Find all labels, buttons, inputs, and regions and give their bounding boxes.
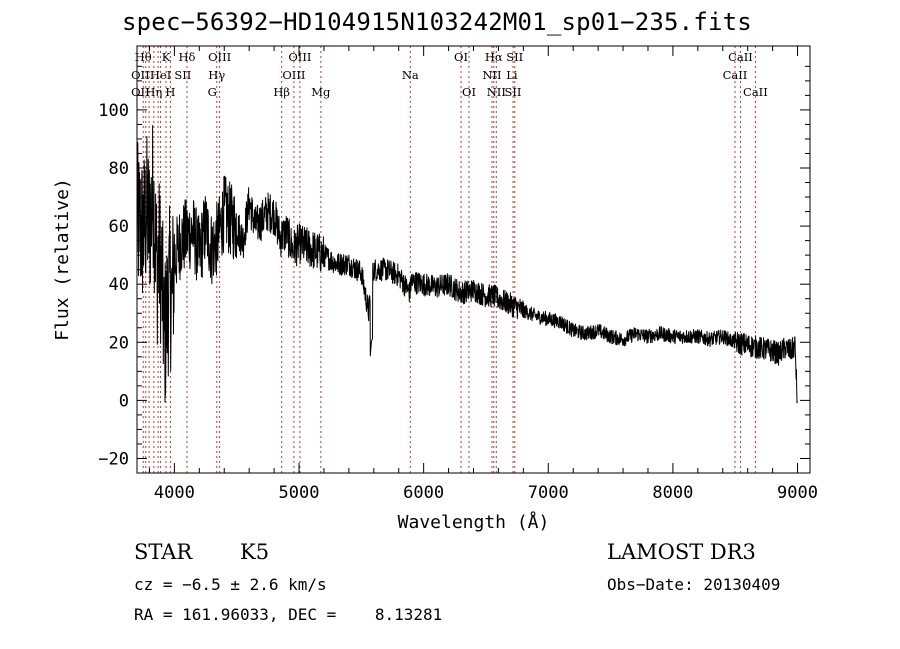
x-tick-label: 5000 — [279, 483, 320, 503]
ion-label: Hγ — [208, 68, 225, 82]
ion-label: Hβ — [273, 85, 290, 99]
y-axis-label: Flux (relative) — [52, 178, 73, 341]
ion-label: K — [162, 50, 171, 64]
ion-label: Hδ — [178, 50, 195, 64]
ion-label: OI — [462, 85, 476, 99]
ion-label: H — [165, 85, 175, 99]
y-tick-label: −20 — [98, 449, 129, 469]
ion-label: Hθ — [135, 50, 152, 64]
ion-label: Mg — [311, 85, 331, 99]
plot-frame — [136, 45, 811, 474]
chart-title: spec−56392−HD104915N103242M01_sp01−235.f… — [122, 8, 752, 36]
ion-label: CaII — [728, 50, 753, 64]
x-tick-label: 9000 — [777, 483, 818, 503]
x-tick-label: 6000 — [403, 483, 444, 503]
coordinates: RA = 161.96033, DEC = 8.13281 — [134, 605, 443, 624]
redshift-value: cz = −6.5 ± 2.6 km/s — [134, 575, 327, 594]
y-tick-label: 40 — [109, 275, 129, 295]
x-axis-label: Wavelength (Å) — [398, 511, 550, 533]
observation-date: Obs−Date: 20130409 — [607, 575, 781, 594]
ion-label: HeI — [150, 68, 171, 82]
y-tick-label: 60 — [109, 217, 129, 237]
ion-label: OI — [454, 50, 468, 64]
ion-label: NII — [482, 68, 501, 82]
ion-label: OII — [131, 68, 150, 82]
ion-label: CaII — [743, 85, 768, 99]
x-axis: 4000 5000 6000 7000 8000 9000 — [148, 46, 818, 503]
ion-label: Na — [402, 68, 419, 82]
survey-name: LAMOST DR3 — [607, 540, 756, 564]
ion-label: G — [208, 85, 217, 99]
object-class: STAR — [134, 540, 193, 564]
ion-label: SII — [506, 50, 523, 64]
ion-label: Hα — [485, 50, 503, 64]
y-tick-label: 100 — [98, 101, 129, 121]
ion-label: Hη — [145, 85, 162, 99]
x-tick-label: 4000 — [154, 483, 195, 503]
ion-label: SII — [174, 68, 191, 82]
ion-label: SII — [505, 85, 522, 99]
y-axis: −20 0 20 40 60 80 100 — [98, 65, 810, 469]
ion-label: CaII — [723, 68, 748, 82]
ion-label: Li — [506, 68, 518, 82]
ion-label: OIII — [288, 50, 311, 64]
x-tick-label: 7000 — [528, 483, 569, 503]
ion-label: OII — [131, 85, 150, 99]
spectral-subclass: K5 — [240, 540, 270, 564]
ion-label: OIII — [282, 68, 305, 82]
y-tick-label: 80 — [109, 159, 129, 179]
x-tick-label: 8000 — [652, 483, 693, 503]
ion-label: OIII — [208, 50, 231, 64]
y-tick-label: 20 — [109, 333, 129, 353]
spectrum-line — [136, 125, 798, 404]
y-tick-label: 0 — [119, 391, 129, 411]
ion-label: NII — [487, 85, 506, 99]
emission-line-markers — [142, 46, 756, 473]
